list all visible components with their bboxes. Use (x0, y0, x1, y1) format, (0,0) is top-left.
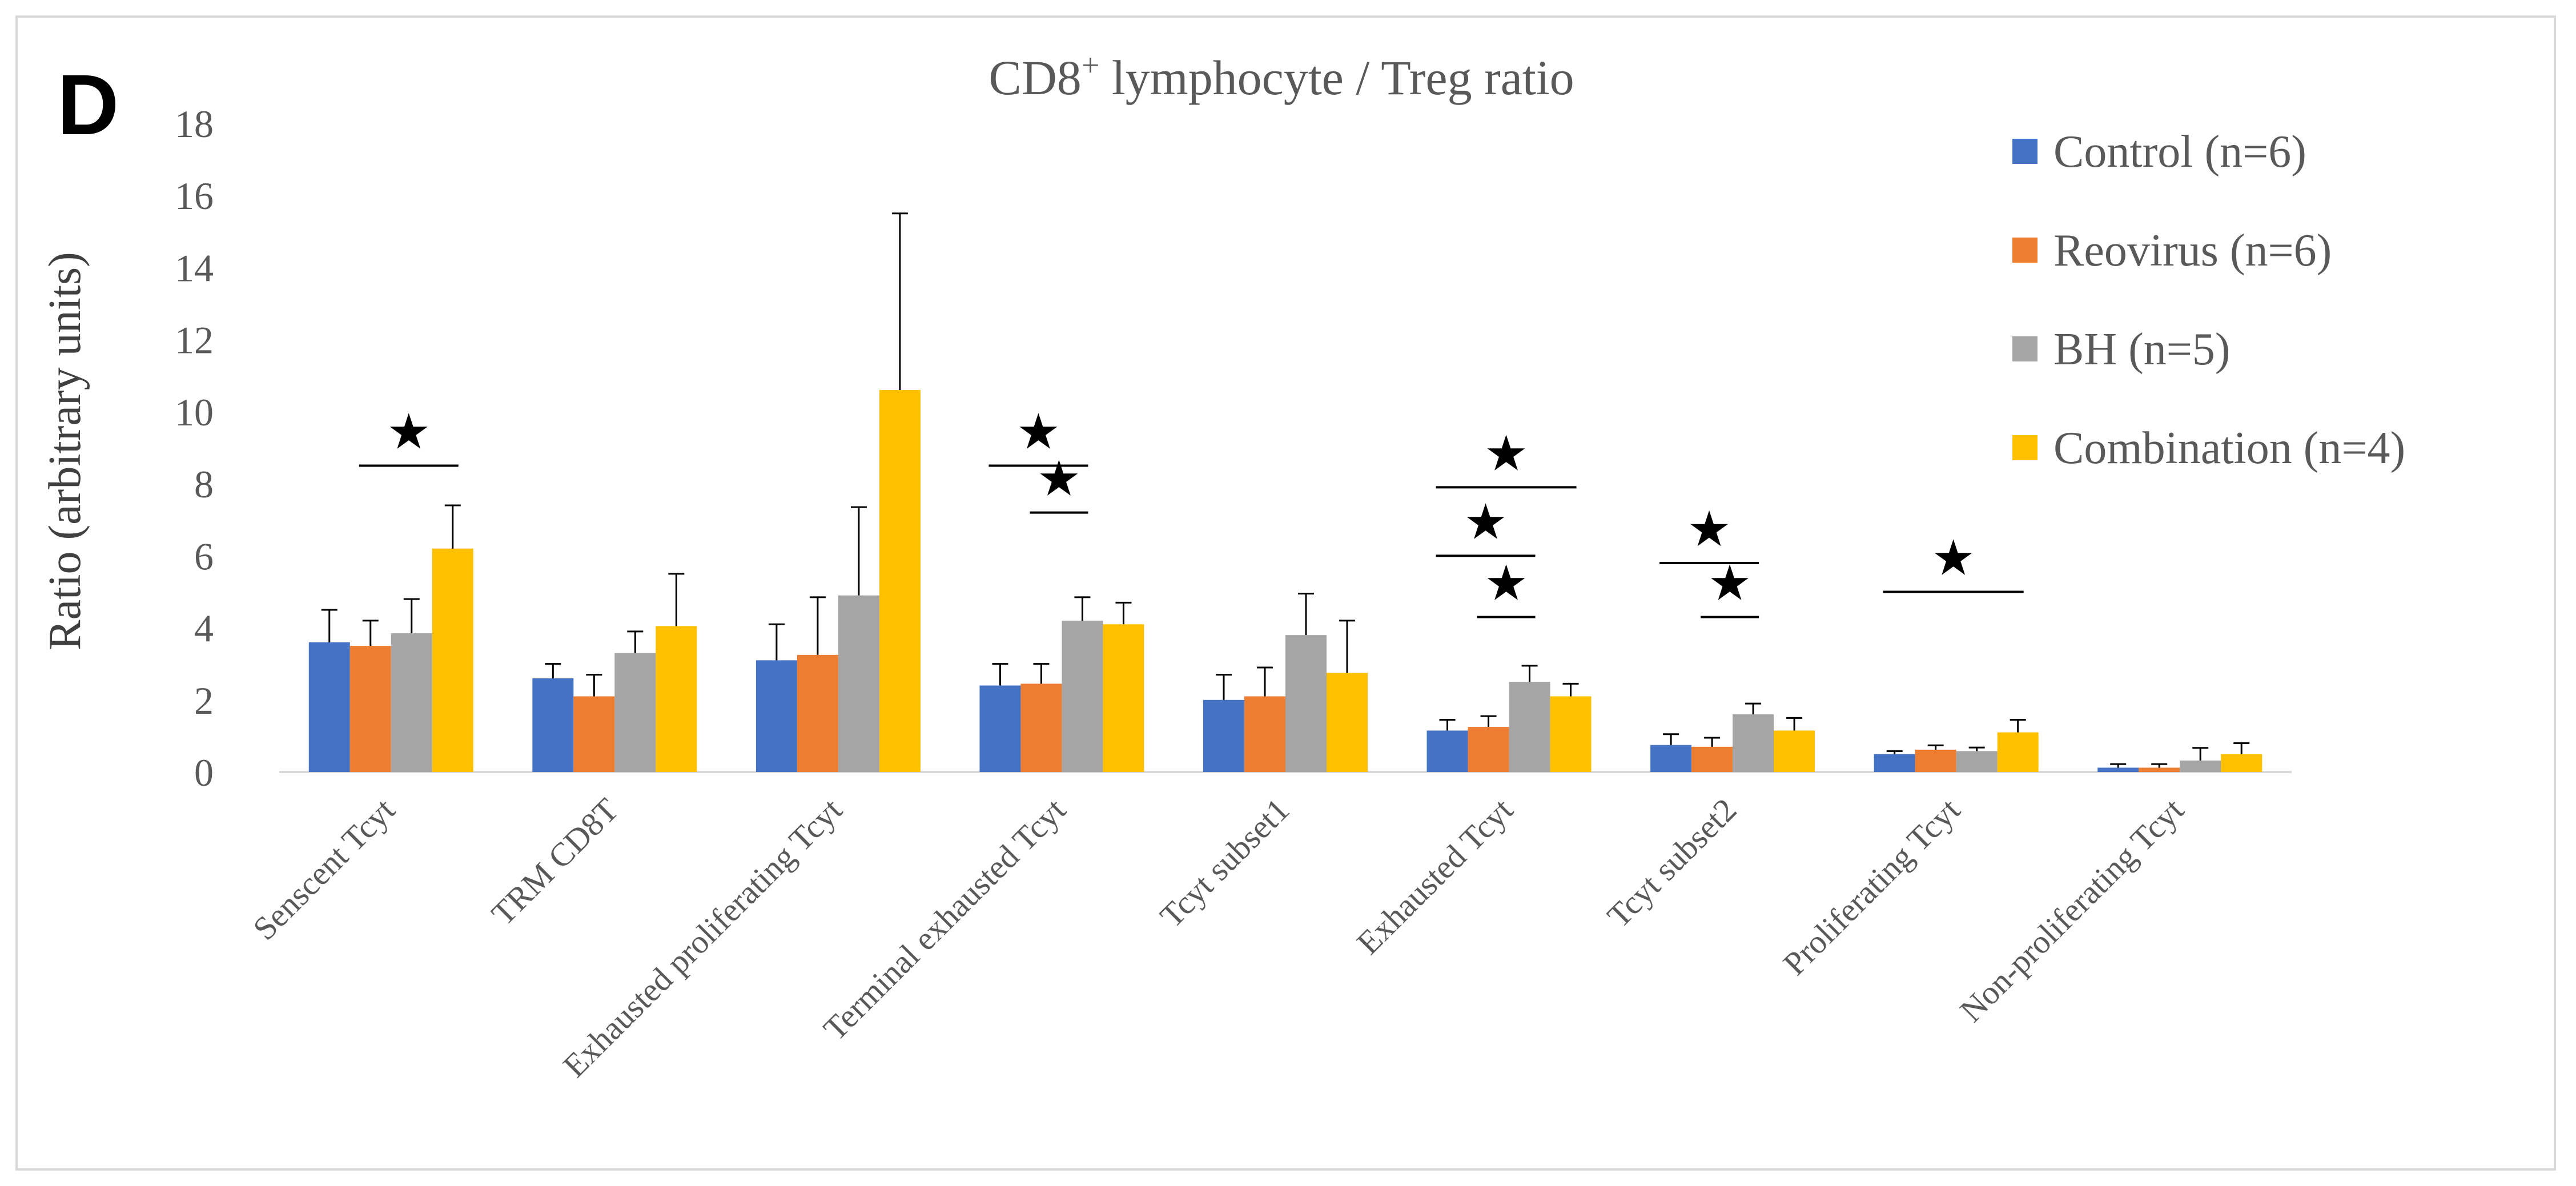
y-tick-label: 4 (194, 607, 214, 650)
bar (391, 633, 432, 772)
chart-title: CD8+ lymphocyte / Treg ratio (988, 48, 1574, 105)
bar (879, 390, 921, 772)
bar (1733, 714, 1774, 772)
legend-swatch (2012, 336, 2038, 361)
bar (573, 696, 615, 772)
bar (1285, 635, 1327, 772)
legend-label: BH (n=5) (2053, 324, 2231, 375)
legend-swatch (2012, 435, 2038, 460)
legend-swatch (2012, 139, 2038, 164)
y-tick-label: 14 (175, 246, 214, 290)
y-tick-label: 18 (175, 102, 214, 146)
y-tick-label: 12 (175, 319, 214, 362)
bar (614, 653, 656, 772)
bar (797, 654, 838, 772)
bar (432, 548, 473, 772)
significance-star: ★ (1484, 556, 1528, 611)
legend-label: Combination (n=4) (2053, 423, 2405, 473)
significance-star: ★ (1484, 426, 1528, 481)
bar (1874, 754, 1915, 772)
bar (1103, 624, 1144, 772)
bar (1062, 620, 1103, 772)
bar (1426, 730, 1468, 772)
bar (1327, 673, 1368, 772)
y-tick-label: 16 (175, 174, 214, 218)
bar (1691, 746, 1733, 772)
bar (1509, 682, 1550, 772)
bar (979, 685, 1021, 772)
bar (838, 595, 879, 772)
bar (1997, 732, 2039, 772)
legend-label: Control (n=6) (2053, 127, 2306, 177)
bar (1774, 730, 1815, 772)
bar (1244, 696, 1285, 772)
y-tick-label: 2 (194, 679, 214, 722)
legend-swatch (2012, 238, 2038, 263)
bar (1550, 696, 1592, 772)
bar (656, 626, 697, 772)
y-tick-label: 6 (194, 534, 214, 578)
bar (2097, 767, 2139, 772)
bar (1915, 749, 1956, 772)
bar (1650, 745, 1692, 772)
chart-frame (15, 15, 2556, 1171)
significance-star: ★ (1687, 502, 1731, 557)
y-tick-label: 10 (175, 391, 214, 434)
bar (1956, 751, 1998, 772)
bar (755, 660, 797, 772)
bar (2139, 767, 2180, 772)
bar (2221, 754, 2262, 772)
significance-star: ★ (1708, 556, 1752, 611)
y-axis-label: Ratio (arbitrary units) (40, 252, 90, 650)
significance-star: ★ (1016, 405, 1060, 460)
significance-star: ★ (387, 405, 431, 460)
bar (349, 646, 391, 772)
bar (1020, 684, 1062, 772)
bar (2180, 760, 2221, 772)
bar (1203, 699, 1244, 772)
panel-label: D (57, 57, 119, 152)
legend-label: Reovirus (n=6) (2053, 226, 2332, 276)
bar (1468, 727, 1509, 772)
significance-star: ★ (1464, 494, 1508, 549)
y-tick-label: 8 (194, 463, 214, 506)
bar (532, 678, 574, 772)
y-tick-label: 0 (194, 751, 214, 794)
significance-star: ★ (1037, 452, 1081, 506)
bar (308, 642, 350, 772)
significance-star: ★ (1931, 530, 1975, 585)
